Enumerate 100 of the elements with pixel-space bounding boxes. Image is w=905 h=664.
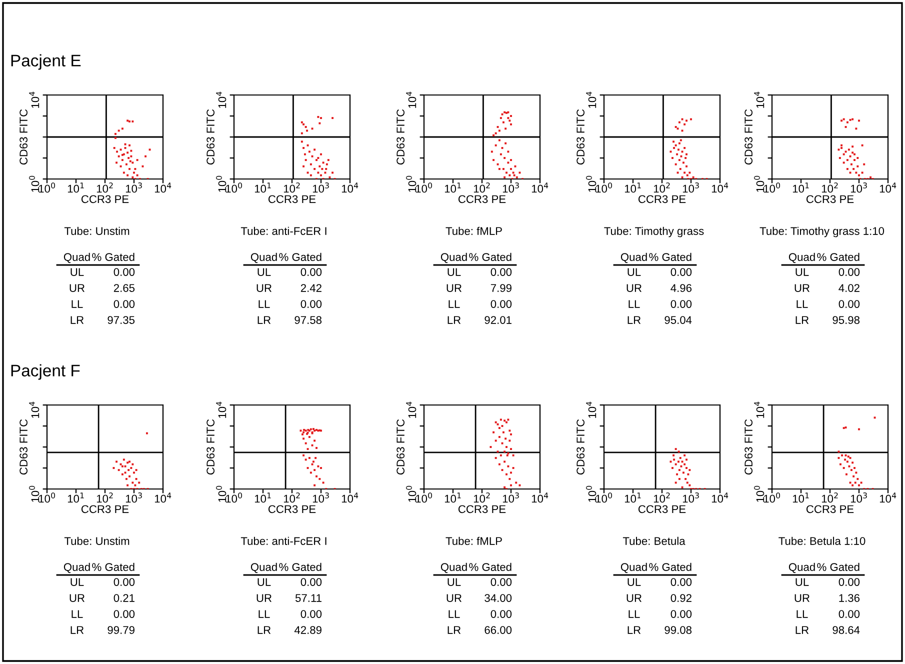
text: 95.98 (832, 316, 860, 324)
x-tick-label: 10$^{1}$ (624, 182, 641, 193)
text: 0.00 (490, 268, 512, 276)
x-tick-label: 10$^{1}$ (68, 492, 84, 503)
text: 0.00 (490, 610, 512, 618)
text: UL (258, 578, 271, 586)
y-tick-label: 10$^{4}$ (586, 92, 596, 108)
x-axis-title: CCR3 PE (806, 505, 854, 514)
x-tick-label: 10$^{3}$ (126, 182, 142, 193)
text: 0.00 (300, 268, 322, 276)
y-tick-label: 10$^{4}$ (406, 402, 416, 418)
text: 66.00 (484, 626, 512, 634)
text: UL (70, 268, 84, 276)
y-tick-label: 10$^{4}$ (586, 402, 596, 418)
text: 2.42 (300, 284, 322, 292)
x-tick-label: 10$^{3}$ (850, 492, 867, 503)
x-tick-label: 10$^{4}$ (532, 492, 548, 503)
text: LL (448, 610, 460, 618)
text: Tube: fMLP (446, 536, 502, 545)
text: 0.00 (300, 578, 322, 586)
text: Quad (64, 252, 90, 263)
text: 0.00 (300, 610, 322, 618)
text: 1.36 (839, 594, 860, 602)
x-tick-label: 10$^{2}$ (474, 182, 490, 193)
text: 97.35 (108, 316, 135, 324)
text: UL (258, 268, 271, 276)
x-tick-label: 10$^{4}$ (342, 492, 358, 503)
text: 99.08 (664, 626, 692, 634)
y-axis-title: CD63 FITC (206, 109, 214, 165)
text: % Gated (92, 562, 134, 571)
text: UR (794, 594, 810, 602)
x-tick-label: 10$^{1}$ (444, 182, 461, 193)
x-tick-label: 10$^{3}$ (850, 182, 867, 193)
x-tick-label: 10$^{3}$ (682, 182, 699, 193)
text: LL (258, 610, 270, 618)
text: 0.00 (114, 268, 135, 276)
x-axis-title: CCR3 PE (806, 195, 854, 204)
text: Quad (788, 252, 815, 263)
text: 4.96 (670, 284, 692, 292)
text: UR (446, 284, 462, 292)
text: % Gated (279, 252, 322, 261)
text: LL (258, 300, 270, 308)
text: UR (626, 284, 642, 292)
text: LR (796, 316, 809, 324)
x-axis-title: CCR3 PE (81, 505, 129, 514)
y-tick-label: 10$^{4}$ (29, 402, 40, 418)
text: LL (796, 300, 808, 308)
text: 92.01 (484, 316, 512, 324)
text: Quad (440, 562, 467, 573)
text: UL (70, 578, 84, 586)
text: 57.11 (295, 594, 322, 602)
text: % Gated (817, 562, 860, 571)
x-tick-label: 10$^{1}$ (254, 182, 271, 193)
text: 0.21 (114, 594, 134, 602)
text: Tube: Betula (622, 536, 686, 545)
x-axis-title: CCR3 PE (268, 195, 316, 204)
x-axis-title: CCR3 PE (458, 505, 506, 514)
text: Quad (440, 252, 467, 263)
x-tick-label: 10$^{0}$ (226, 492, 242, 503)
text: LR (258, 316, 271, 324)
x-tick-label: 10$^{2}$ (822, 492, 838, 503)
y-tick-label: 10$^{4}$ (29, 92, 40, 108)
y-tick-label: 10$^{4}$ (216, 92, 226, 108)
text: Quad (250, 252, 277, 263)
text: 0.00 (490, 300, 512, 308)
text: Tube: Timothy grass 1:10 (760, 226, 884, 238)
x-tick-label: 10$^{0}$ (596, 182, 612, 193)
x-tick-label: 10$^{3}$ (682, 492, 699, 503)
text: % Gated (469, 252, 512, 261)
text: Tube: anti-FcER I (240, 536, 326, 545)
x-tick-label: 10$^{1}$ (444, 492, 461, 503)
x-tick-label: 10$^{4}$ (154, 492, 172, 503)
text: 0.00 (670, 268, 692, 276)
y-tick-label: 10$^{4}$ (216, 402, 226, 418)
x-tick-label: 10$^{2}$ (474, 492, 490, 503)
text: Tube: fMLP (446, 226, 502, 235)
text: UR (256, 284, 272, 292)
text: 0.00 (838, 610, 860, 618)
text: 95.04 (664, 316, 692, 324)
y-axis-title: CD63 FITC (576, 109, 584, 165)
x-tick-label: 10$^{1}$ (68, 182, 84, 193)
x-tick-label: 10$^{3}$ (502, 182, 519, 193)
text: 0.00 (670, 610, 692, 618)
x-tick-label: 10$^{3}$ (126, 492, 142, 503)
text: 2.65 (114, 284, 135, 292)
x-tick-label: 10$^{2}$ (654, 492, 670, 503)
y-axis-title: CD63 FITC (576, 419, 584, 475)
x-axis-title: CCR3 PE (638, 505, 686, 514)
text: LR (628, 316, 641, 324)
x-tick-label: 10$^{2}$ (822, 182, 838, 193)
x-tick-label: 10$^{3}$ (312, 182, 329, 193)
text: LL (628, 300, 640, 308)
x-tick-label: 10$^{4}$ (880, 182, 896, 193)
text: UL (796, 578, 809, 586)
text: 99.79 (108, 626, 134, 634)
text: 0.00 (490, 578, 512, 586)
text: Quad (620, 562, 647, 573)
text: % Gated (817, 252, 860, 261)
text: 0.00 (838, 300, 860, 308)
text: LR (70, 316, 84, 324)
